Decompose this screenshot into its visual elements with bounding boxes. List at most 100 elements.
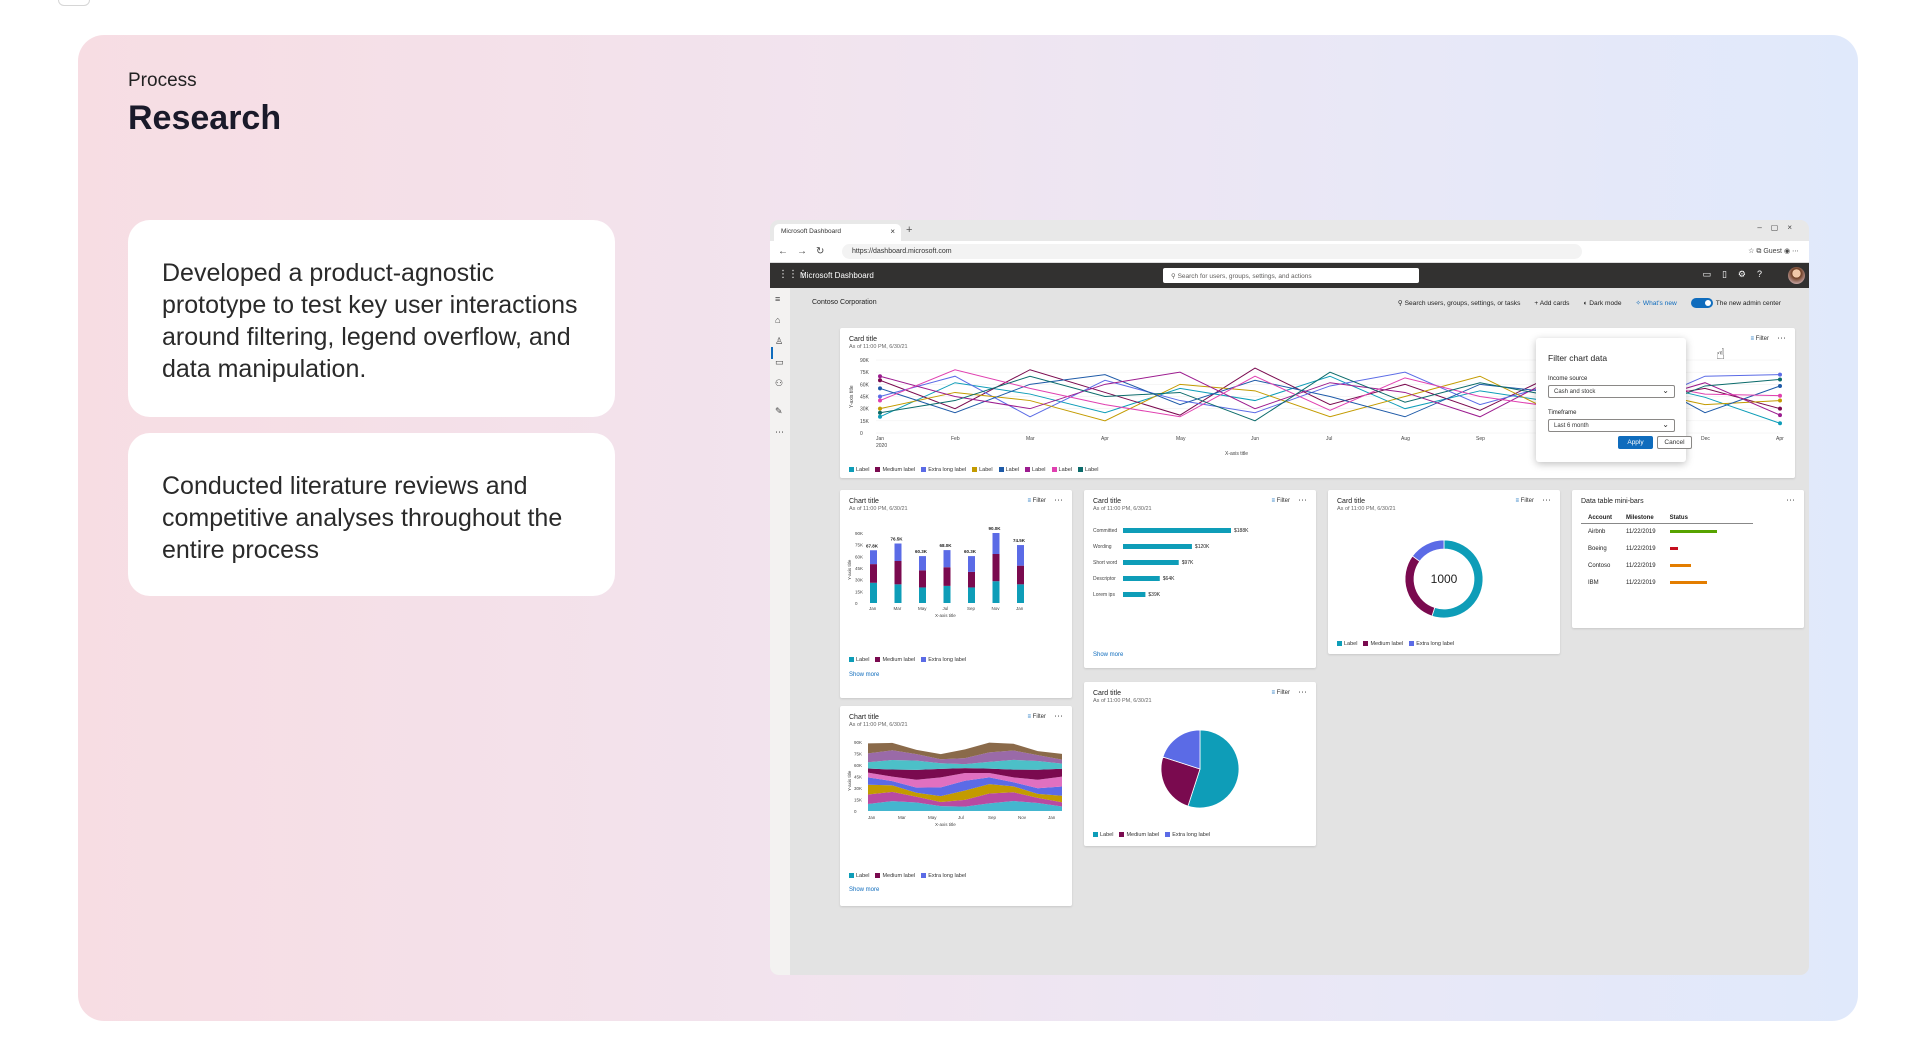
data-point <box>878 374 882 379</box>
edit-icon[interactable]: ✎ <box>775 406 783 416</box>
legend-item[interactable]: Label <box>1337 641 1357 647</box>
app-header: ⋮⋮⋮ Microsoft Dashboard ⚲ Search for use… <box>770 263 1809 288</box>
app-title: Microsoft Dashboard <box>800 271 874 280</box>
data-label: 60.3K <box>964 549 977 554</box>
more-icon[interactable]: ⋯ <box>1542 495 1551 505</box>
category-label: Short word <box>1093 560 1117 566</box>
x-tick-label: Sep <box>988 815 997 820</box>
filter-button[interactable]: Filter <box>1027 714 1046 720</box>
cancel-button[interactable]: Cancel <box>1657 436 1692 449</box>
legend-item[interactable]: Extra long label <box>921 873 966 879</box>
legend-item[interactable]: Extra long label <box>1409 641 1454 647</box>
legend-item[interactable]: Label <box>849 467 869 473</box>
more-icon[interactable]: ⋯ <box>1786 495 1795 505</box>
eyebrow-label: Process <box>128 70 197 91</box>
legend-item[interactable]: Extra long label <box>921 467 966 473</box>
new-admin-toggle[interactable]: The new admin center <box>1690 298 1781 308</box>
legend-item[interactable]: Medium label <box>875 657 915 663</box>
data-point <box>1778 393 1782 398</box>
home-icon[interactable]: ⌂ <box>775 315 781 325</box>
page-title: Research <box>128 99 282 137</box>
legend-item[interactable]: Label <box>1051 467 1072 473</box>
account-cell: Airbnb <box>1588 529 1606 535</box>
avatar[interactable] <box>1788 267 1805 284</box>
show-more-link[interactable]: Show more <box>849 887 880 893</box>
table-row[interactable]: Contoso 11/22/2019 <box>1581 558 1753 575</box>
legend-item[interactable]: Medium label <box>1119 832 1159 838</box>
filter-button[interactable]: Filter <box>1271 690 1290 696</box>
area-band <box>868 801 1062 811</box>
legend-item[interactable]: Medium label <box>875 873 915 879</box>
user-icon[interactable]: ♙ <box>775 336 784 346</box>
legend-label: Medium label <box>882 873 916 879</box>
legend-item[interactable]: Label <box>972 467 993 473</box>
legend-item[interactable]: Extra long label <box>921 657 966 663</box>
close-icon[interactable]: × <box>890 227 895 236</box>
window-controls[interactable]: –▢× <box>1757 223 1801 232</box>
legend-item[interactable]: Medium label <box>875 467 915 473</box>
bar-segment <box>943 567 951 586</box>
legend-item[interactable]: Extra long label <box>1165 832 1210 838</box>
legend-label: Label <box>1344 641 1358 647</box>
legend-label: Label <box>856 657 870 663</box>
show-more-link[interactable]: Show more <box>1093 652 1124 658</box>
url-field[interactable] <box>842 244 1582 259</box>
legend-item[interactable]: Medium label <box>1363 641 1403 647</box>
income-select[interactable]: Cash and stock <box>1548 385 1675 398</box>
command-bar: ⚲ Search users, groups, settings, or tas… <box>1398 298 1781 308</box>
y-axis-title: Y-axis title <box>847 559 852 580</box>
search-input[interactable]: ⚲ Search for users, groups, settings, an… <box>1163 268 1419 283</box>
x-tick-label: Jul <box>958 815 964 820</box>
filter-button[interactable]: Filter <box>1027 498 1046 504</box>
timeframe-select[interactable]: Last 6 month <box>1548 419 1675 432</box>
legend-swatch <box>921 467 927 473</box>
column-header: Status <box>1662 513 1753 524</box>
show-more-link[interactable]: Show more <box>849 672 880 678</box>
legend-swatch <box>998 467 1004 473</box>
x-tick-label: Sep <box>1476 436 1485 442</box>
add-cards-button[interactable]: + Add cards <box>1534 299 1570 307</box>
table-row[interactable]: Airbnb 11/22/2019 <box>1581 524 1753 542</box>
legend-item[interactable]: Label <box>1093 832 1113 838</box>
hamburger-icon[interactable]: ≡ <box>775 294 781 304</box>
command-search[interactable]: ⚲ Search users, groups, settings, or tas… <box>1397 300 1521 307</box>
legend-item[interactable]: Label <box>849 657 869 663</box>
x-tick-label: Nov <box>1018 815 1027 820</box>
header-icons[interactable]: ▭▯⚙? <box>1702 269 1773 279</box>
group-icon[interactable]: ⚇ <box>775 378 784 388</box>
table-row[interactable]: IBM 11/22/2019 <box>1581 575 1753 592</box>
y-tick-label: 15K <box>854 798 862 803</box>
filter-button[interactable]: Filter <box>1750 336 1769 342</box>
browser-tab[interactable]: Microsoft Dashboard × <box>774 224 901 241</box>
legend-swatch <box>1409 641 1415 647</box>
area-band <box>868 784 1062 803</box>
more-icon[interactable]: ⋯ <box>1054 495 1063 505</box>
apply-button[interactable]: Apply <box>1618 436 1653 449</box>
bar-segment <box>894 561 902 585</box>
new-tab-icon[interactable]: + <box>906 224 913 236</box>
device-icon[interactable]: ▭ <box>775 357 784 367</box>
more-icon[interactable]: ⋯ <box>1298 495 1307 505</box>
toggle-switch[interactable] <box>1690 298 1713 308</box>
status-bar <box>1669 547 1678 550</box>
dark-mode-button[interactable]: ◐ Dark mode <box>1583 299 1622 307</box>
table-row[interactable]: Boeing 11/22/2019 <box>1581 541 1753 558</box>
legend-item[interactable]: Label <box>849 873 869 879</box>
legend-item[interactable]: Label <box>1025 467 1046 473</box>
x-tick-label: Jun <box>1251 436 1259 442</box>
more-icon[interactable]: ⋯ <box>1777 333 1786 343</box>
whats-new-button[interactable]: ✧ What's new <box>1635 300 1677 307</box>
filter-button[interactable]: Filter <box>1515 498 1534 504</box>
y-tick-label: 90K <box>854 740 862 745</box>
legend-item[interactable]: Label <box>998 467 1019 473</box>
profile-button[interactable]: ☆ ⧉ Guest ◉ ⋯ <box>1748 248 1799 255</box>
more-icon[interactable]: ⋯ <box>775 427 784 437</box>
nav-buttons[interactable]: ←→↻ <box>778 246 834 257</box>
waffle-icon[interactable]: ⋮⋮⋮ <box>778 269 808 280</box>
x-tick-label: Jul <box>943 606 949 611</box>
status-bar <box>1669 581 1707 584</box>
legend-item[interactable]: Label <box>1077 467 1098 473</box>
filter-button[interactable]: Filter <box>1271 498 1290 504</box>
more-icon[interactable]: ⋯ <box>1298 687 1307 697</box>
more-icon[interactable]: ⋯ <box>1054 711 1063 721</box>
